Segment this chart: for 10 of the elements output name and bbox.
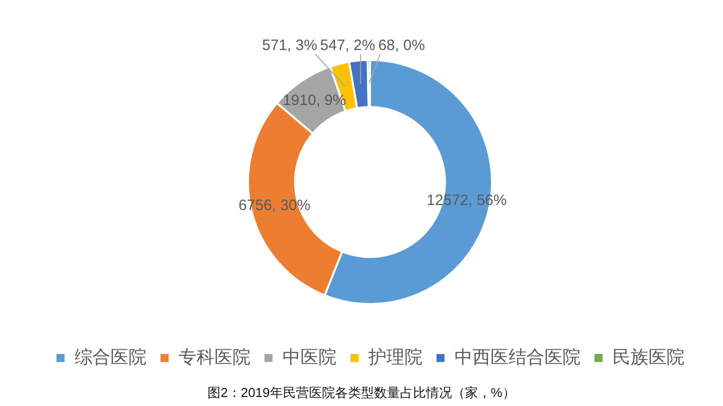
legend-label: 中医院 xyxy=(282,346,336,367)
data-label: 571, 3% xyxy=(262,37,318,54)
legend-label: 中西医结合医院 xyxy=(454,346,580,367)
legend-label: 民族医院 xyxy=(612,346,684,367)
data-label: 68, 0% xyxy=(378,37,425,54)
legend-label: 综合医院 xyxy=(74,346,146,367)
legend-label: 专科医院 xyxy=(178,346,250,367)
legend-label: 护理院 xyxy=(368,346,422,367)
data-label: 547, 2% xyxy=(320,37,376,54)
caption: 图2：2019年民营医院各类型数量占比情况（家，%） xyxy=(208,384,516,402)
